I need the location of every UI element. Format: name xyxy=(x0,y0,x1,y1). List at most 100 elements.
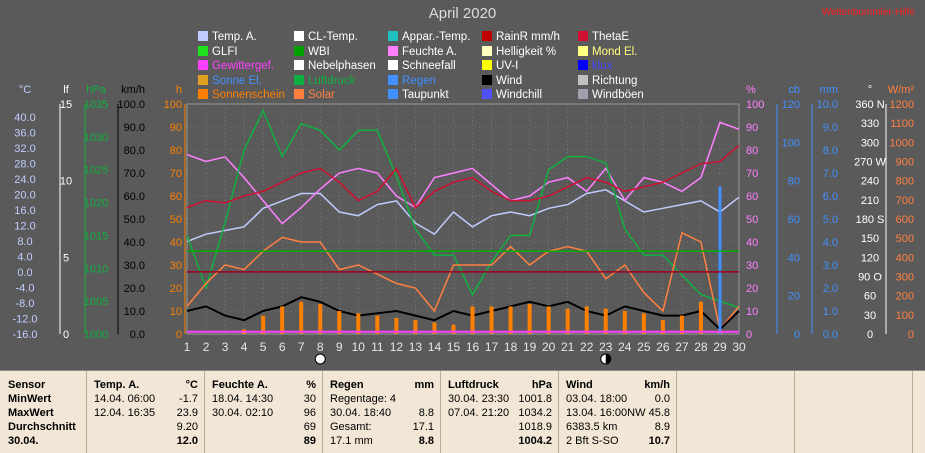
wind-max-val: 45.8 xyxy=(648,407,670,419)
legend-item[interactable]: Richtung xyxy=(578,74,637,88)
axis-tick-2: 1005 xyxy=(84,296,108,308)
legend-item[interactable]: Solar xyxy=(294,88,335,102)
legend-item[interactable]: Nebelphasen xyxy=(294,59,376,73)
x-tick-label: 14 xyxy=(428,340,442,354)
row-label-today: 30.04. xyxy=(8,435,39,447)
legend-item[interactable]: CL-Temp. xyxy=(294,30,358,44)
axis-tick-5: 90 xyxy=(746,122,758,134)
series-line-1 xyxy=(186,121,740,225)
help-link[interactable]: Weltenbummler-Hilfe xyxy=(821,7,915,18)
x-tick-label: 7 xyxy=(298,340,305,354)
feuchte-today: 89 xyxy=(303,435,316,447)
x-tick-label: 30 xyxy=(732,340,746,354)
axis-tick-2: 1010 xyxy=(84,263,108,275)
axis-tick-9: 600 xyxy=(896,214,914,226)
axis-tick-0: 40.0 xyxy=(14,112,35,124)
legend-label: Sonne El. xyxy=(212,74,262,87)
axis-unit-5: % xyxy=(746,84,756,96)
sunshine-bar xyxy=(470,306,475,334)
axis-tick-0: -8.0 xyxy=(16,298,35,310)
axis-tick-0: 20.0 xyxy=(14,190,35,202)
row-label-min: MinWert xyxy=(8,393,52,405)
axis-tick-0: -16.0 xyxy=(12,329,37,341)
legend-item[interactable]: Feuchte A. xyxy=(388,45,457,59)
x-tick-label: 9 xyxy=(336,340,343,354)
feuchte-max-val: 96 xyxy=(303,407,316,419)
feuchte-unit: % xyxy=(306,379,316,391)
axis-tick-0: 36.0 xyxy=(14,128,35,140)
legend-item[interactable]: Mond El. xyxy=(578,45,637,59)
legend-item[interactable]: Luftdruck xyxy=(294,74,355,88)
sunshine-bar xyxy=(508,306,513,334)
axis-tick-4: 90 xyxy=(170,122,182,134)
legend-item[interactable]: WBI xyxy=(294,45,330,59)
axis-tick-8: 90 O xyxy=(858,272,882,284)
legend-label: Solar xyxy=(308,89,335,101)
axis-tick-0: 32.0 xyxy=(14,143,35,155)
feuchte-avg: 69 xyxy=(303,421,316,433)
axis-tick-1: 0 xyxy=(63,329,69,341)
sunshine-bar xyxy=(299,301,304,334)
legend-item[interactable]: RainR mm/h xyxy=(482,30,560,44)
x-tick-label: 18 xyxy=(504,340,518,354)
legend-item[interactable]: Sonnenschein xyxy=(198,88,285,102)
legend-label: Taupunkt xyxy=(402,89,449,101)
legend-item[interactable]: ThetaE xyxy=(578,30,629,44)
legend-label: Richtung xyxy=(592,74,638,87)
x-tick-label: 12 xyxy=(390,340,404,354)
legend-label: CL-Temp. xyxy=(308,31,358,43)
axis-tick-8: 360 N xyxy=(855,99,884,111)
legend-label: UV-I xyxy=(496,60,519,72)
x-tick-label: 2 xyxy=(203,340,210,354)
legend-item[interactable]: klux xyxy=(578,59,612,73)
sunshine-bar xyxy=(489,306,494,334)
legend-item[interactable]: Taupunkt xyxy=(388,88,449,102)
legend-item[interactable]: Schneefall xyxy=(388,59,456,73)
legend-item[interactable]: Appar.-Temp. xyxy=(388,30,470,44)
axis-tick-2: 1030 xyxy=(84,132,108,144)
stats-panel: Sensor MinWert MaxWert Durchschnitt 30.0… xyxy=(0,370,925,453)
legend-swatch xyxy=(482,45,492,56)
axis-tick-7: 8.0 xyxy=(823,145,838,157)
legend-item[interactable]: Gewittergef. xyxy=(198,59,274,73)
axis-tick-5: 60 xyxy=(746,191,758,203)
legend-item[interactable]: Windböen xyxy=(578,88,644,102)
axis-tick-7: 9.0 xyxy=(823,122,838,134)
legend-item[interactable]: Temp. A. xyxy=(198,30,257,44)
regen-total: 17.1 xyxy=(412,421,434,433)
legend-item[interactable]: Regen xyxy=(388,74,436,88)
axis-tick-4: 80 xyxy=(170,145,182,157)
series-line-2 xyxy=(186,108,740,309)
legend-item[interactable]: Wind xyxy=(482,74,522,88)
regen-days: Regentage: 4 xyxy=(330,393,397,405)
x-tick-label: 25 xyxy=(637,340,651,354)
sunshine-bar xyxy=(356,313,361,334)
x-tick-label: 3 xyxy=(222,340,229,354)
regen-max-val: 8.8 xyxy=(418,407,434,419)
regen-today-label: 17.1 mm xyxy=(330,435,373,447)
axis-unit-7: mm xyxy=(820,84,838,96)
legend-swatch xyxy=(198,31,208,41)
legend-item[interactable]: Windchill xyxy=(482,88,542,102)
legend-item[interactable]: Helligkeit % xyxy=(482,45,556,59)
legend-label: Mond El. xyxy=(592,45,638,58)
legend-item[interactable]: GLFI xyxy=(198,45,238,59)
sunshine-bar xyxy=(660,320,665,334)
axis-tick-9: 700 xyxy=(896,195,914,207)
legend-label: Regen xyxy=(402,74,436,87)
new-moon-shade xyxy=(605,354,611,364)
temp-avg: 9.20 xyxy=(176,421,198,433)
legend-item[interactable]: UV-I xyxy=(482,59,518,73)
axis-tick-2: 1025 xyxy=(84,165,108,177)
axis-tick-3: 10.0 xyxy=(124,306,145,318)
legend-item[interactable]: Sonne El. xyxy=(198,74,262,88)
series-line-3 xyxy=(186,144,740,209)
axis-tick-0: 16.0 xyxy=(14,205,35,217)
axis-tick-3: 30.0 xyxy=(124,260,145,272)
weather-chart: 1 2 3 4 5 6 7 8 9 10 11 12 13 14 15 16 17 18 19 20 21 22 23 24 2… xyxy=(12,84,914,365)
axis-tick-5: 70 xyxy=(746,168,758,180)
legend-swatch xyxy=(578,45,588,56)
axis-tick-0: 24.0 xyxy=(14,174,35,186)
wind-unit: km/h xyxy=(644,379,670,391)
axis-tick-9: 100 xyxy=(896,310,914,322)
